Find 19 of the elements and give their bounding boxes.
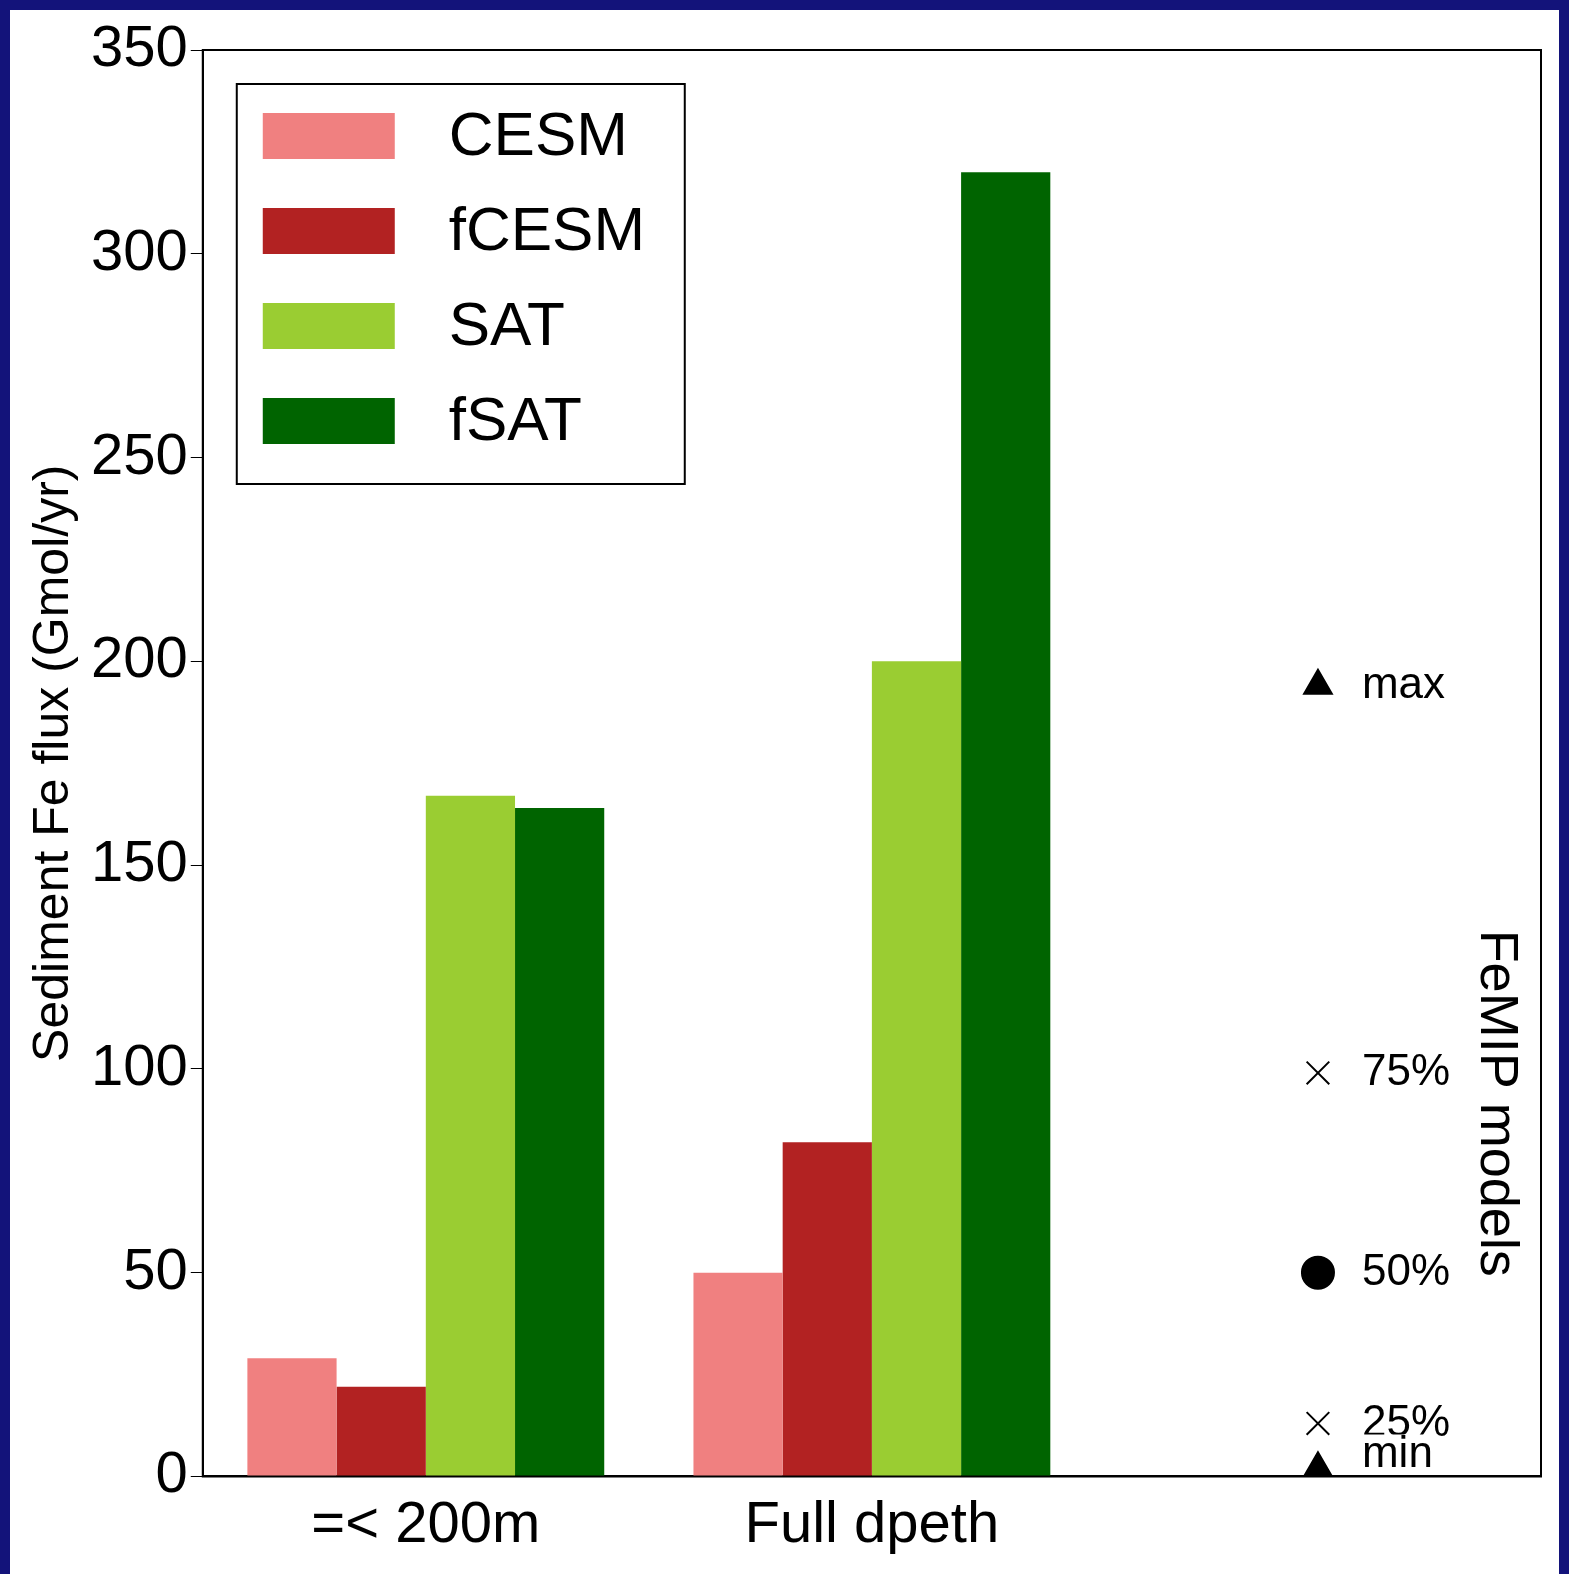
- legend-label: fCESM: [448, 194, 646, 264]
- y-tick-label: 50: [123, 1235, 188, 1301]
- legend-label: SAT: [448, 289, 565, 359]
- legend-label: CESM: [448, 99, 628, 169]
- y-tick-label: 0: [155, 1439, 188, 1505]
- y-tick-label: 100: [90, 1031, 188, 1097]
- y-tick-label: 150: [90, 828, 188, 894]
- series-label: 75%: [1361, 1045, 1451, 1095]
- legend-label: fSAT: [448, 384, 582, 454]
- y-axis-title: Sediment Fe flux (Gmol/yr): [22, 464, 79, 1062]
- y-tick-label: 200: [90, 624, 188, 690]
- y-tick-label: 350: [90, 13, 188, 78]
- y-tick-label: 300: [90, 216, 188, 282]
- series-label: 50%: [1361, 1244, 1451, 1294]
- x-tick-label: Full dpeth: [744, 1489, 1000, 1555]
- series-label: max: [1361, 657, 1446, 707]
- y-tick-label: 250: [90, 420, 188, 486]
- annotation: FeMIP models: [1470, 929, 1531, 1277]
- x-tick-label: =< 200m: [311, 1489, 541, 1555]
